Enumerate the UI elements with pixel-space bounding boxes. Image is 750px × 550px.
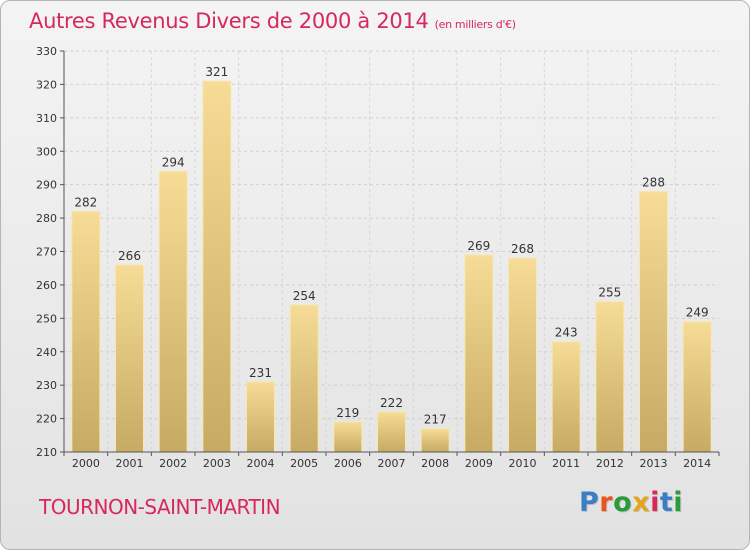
x-tick-label: 2012 bbox=[596, 457, 624, 470]
x-tick-label: 2000 bbox=[72, 457, 100, 470]
bar-value-label: 219 bbox=[336, 406, 359, 420]
y-tick-label: 330 bbox=[36, 45, 57, 58]
logo-letter: x bbox=[632, 487, 651, 518]
y-tick-label: 280 bbox=[36, 212, 57, 225]
proxiti-logo: Proxiti bbox=[579, 487, 683, 518]
x-tick-label: 2010 bbox=[509, 457, 537, 470]
bar bbox=[246, 381, 275, 453]
x-tick-label: 2006 bbox=[334, 457, 362, 470]
chart-title: Autres Revenus Divers de 2000 à 2014 (en … bbox=[29, 9, 516, 33]
x-tick-label: 2013 bbox=[640, 457, 668, 470]
bar-value-label: 249 bbox=[686, 306, 709, 320]
y-tick-label: 300 bbox=[36, 145, 57, 158]
bar-value-label: 269 bbox=[467, 239, 490, 253]
bar bbox=[202, 80, 232, 453]
y-tick-label: 210 bbox=[36, 446, 57, 459]
x-tick-label: 2003 bbox=[203, 457, 231, 470]
labels: 210 220 230 240 250 260 270 280 290 300 310 320 330 2… bbox=[36, 45, 711, 470]
bar-value-label: 217 bbox=[424, 413, 447, 427]
bar bbox=[508, 257, 537, 453]
x-tick-label: 2001 bbox=[116, 457, 144, 470]
bar-value-label: 231 bbox=[249, 366, 272, 380]
x-tick-label: 2014 bbox=[683, 457, 711, 470]
x-tick-label: 2004 bbox=[247, 457, 275, 470]
x-tick-label: 2009 bbox=[465, 457, 493, 470]
x-tick-label: 2008 bbox=[421, 457, 449, 470]
bar bbox=[551, 341, 581, 453]
bar-value-label: 268 bbox=[511, 242, 534, 256]
y-tick-label: 220 bbox=[36, 413, 57, 426]
bar-value-label: 294 bbox=[162, 155, 185, 169]
y-tick-label: 320 bbox=[36, 78, 57, 91]
y-tick-label: 290 bbox=[36, 179, 57, 192]
bar-value-label: 254 bbox=[293, 289, 316, 303]
bar bbox=[289, 304, 319, 453]
bar bbox=[464, 254, 494, 453]
chart-unit: (en milliers d'€) bbox=[434, 18, 516, 31]
bar bbox=[420, 428, 450, 453]
x-tick-label: 2005 bbox=[290, 457, 318, 470]
bar-value-label: 282 bbox=[74, 195, 97, 209]
axes bbox=[60, 50, 720, 456]
y-tick-label: 240 bbox=[36, 346, 57, 359]
city-name: TOURNON-SAINT-MARTIN bbox=[39, 495, 281, 519]
logo-letter: i bbox=[650, 487, 660, 518]
y-tick-label: 260 bbox=[36, 279, 57, 292]
y-tick-label: 230 bbox=[36, 379, 57, 392]
bar bbox=[71, 210, 101, 453]
x-tick-label: 2007 bbox=[378, 457, 406, 470]
x-tick-label: 2002 bbox=[159, 457, 187, 470]
y-tick-label: 310 bbox=[36, 112, 57, 125]
bar bbox=[333, 421, 363, 453]
logo-letter: o bbox=[613, 487, 633, 518]
bar-value-label: 321 bbox=[205, 65, 228, 79]
bar-value-label: 222 bbox=[380, 396, 403, 410]
bar-value-label: 255 bbox=[598, 286, 621, 300]
logo-letter: t bbox=[659, 487, 674, 518]
chart-title-text: Autres Revenus Divers de 2000 à 2014 bbox=[29, 9, 429, 33]
bar bbox=[115, 264, 144, 453]
bar bbox=[595, 301, 625, 453]
bar-value-label: 266 bbox=[118, 249, 141, 263]
logo-letter: i bbox=[673, 487, 684, 518]
bar-value-label: 288 bbox=[642, 175, 665, 189]
bar bbox=[639, 190, 668, 453]
logo-letter: r bbox=[599, 487, 614, 518]
y-tick-label: 250 bbox=[36, 312, 57, 325]
bar-value-label: 243 bbox=[555, 326, 578, 340]
bar bbox=[158, 170, 188, 453]
bar bbox=[682, 321, 712, 453]
logo-letter: P bbox=[579, 487, 600, 518]
y-tick-label: 270 bbox=[36, 246, 57, 259]
bars bbox=[71, 80, 712, 453]
x-tick-label: 2011 bbox=[552, 457, 580, 470]
bar bbox=[377, 411, 406, 453]
